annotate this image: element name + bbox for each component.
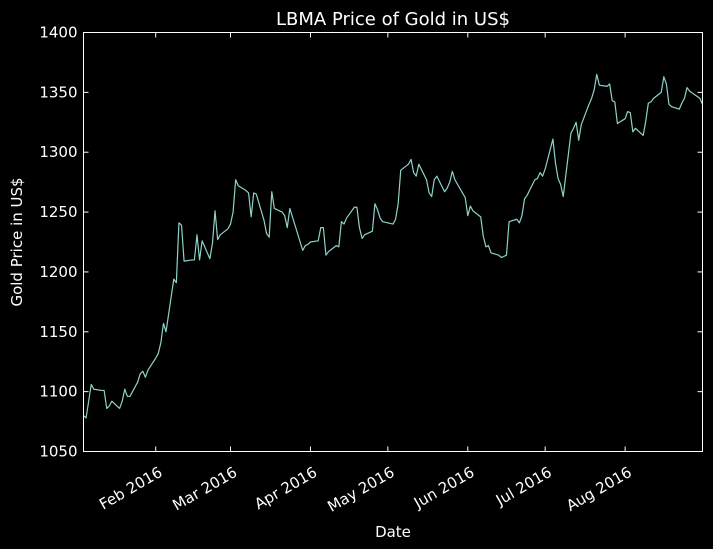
y-axis-label: Gold Price in US$ (8, 177, 26, 306)
series-line (83, 73, 704, 419)
y-axis-ticks: 1050 1100 1150 1200 1250 1300 1350 1400 (39, 24, 703, 461)
x-tick-label: Aug 2016 (563, 463, 635, 515)
x-tick-label: Jun 2016 (410, 463, 477, 512)
x-tick-label: Apr 2016 (251, 463, 320, 513)
y-tick-label: 1100 (39, 383, 77, 401)
y-tick-label: 1150 (39, 323, 77, 341)
x-tick-label: May 2016 (324, 463, 397, 516)
x-tick-label: Mar 2016 (169, 463, 240, 514)
y-tick-label: 1400 (39, 24, 77, 42)
chart-title: LBMA Price of Gold in US$ (276, 9, 510, 30)
y-tick-label: 1300 (39, 143, 77, 161)
y-tick-label: 1250 (39, 203, 77, 221)
y-tick-label: 1200 (39, 263, 77, 281)
x-tick-label: Jul 2016 (492, 463, 555, 510)
x-axis-label: Date (375, 523, 411, 541)
plot-frame (83, 32, 703, 452)
y-tick-label: 1350 (39, 83, 77, 101)
x-tick-label: Feb 2016 (96, 463, 165, 513)
y-tick-label: 1050 (39, 443, 77, 461)
